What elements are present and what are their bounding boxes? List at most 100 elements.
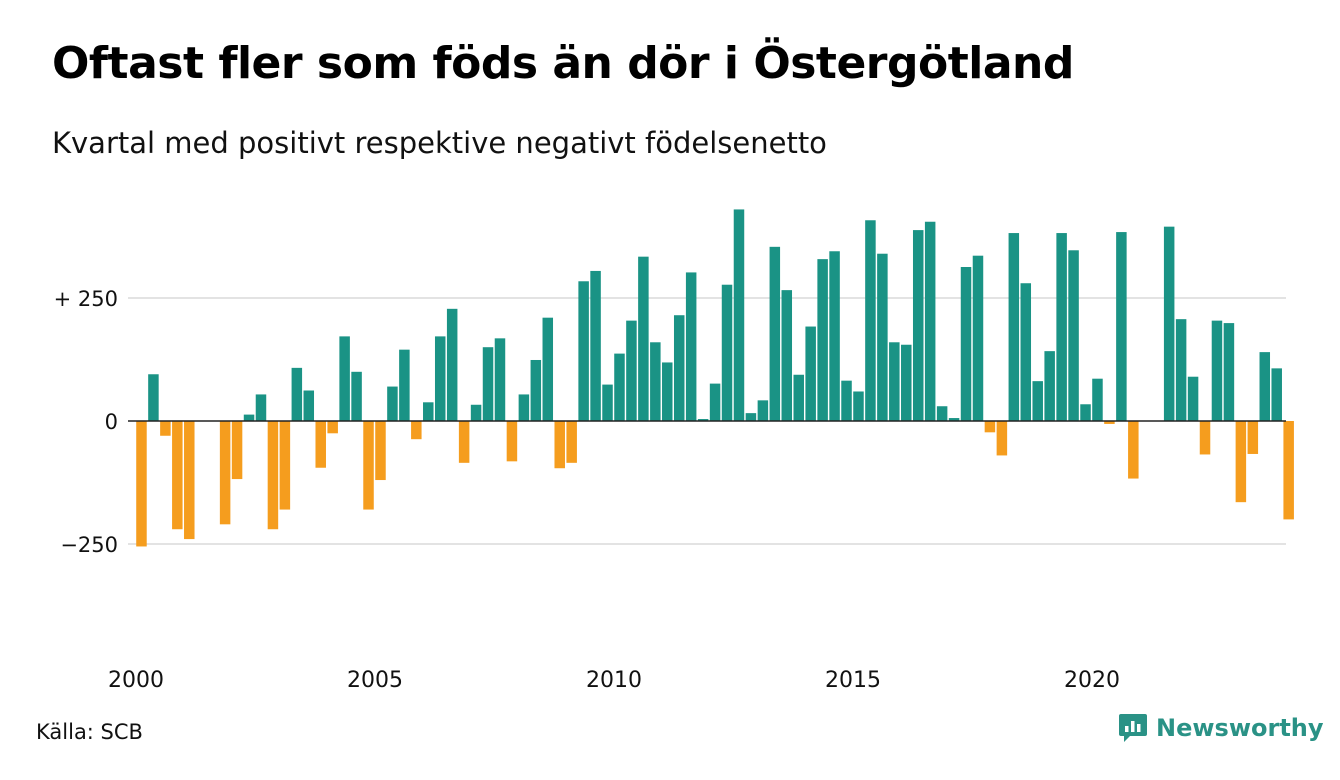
x-tick-label: 2005 [347,668,403,693]
bar-2013-q3 [781,290,793,421]
bar-2018-q2 [1008,233,1020,421]
bar-2016-q4 [936,406,948,421]
bar-2004-q2 [339,336,350,421]
bar-2016-q3 [924,221,936,421]
bar-2003-q3 [303,390,315,421]
bar-2008-q3 [542,317,554,421]
bar-2000-q2 [148,374,159,421]
bar-2009-q3 [590,270,601,421]
bar-2018-q3 [1020,283,1032,421]
bar-2000-q3 [160,421,171,436]
bar-2013-q1 [757,400,769,421]
bar-2005-q2 [387,386,398,421]
bar-2020-q3 [1116,232,1127,421]
bar-2022-q1 [1187,376,1199,421]
bar-2020-q2 [1104,421,1115,424]
bar-2018-q4 [1032,381,1043,421]
newsworthy-logo-icon [1119,714,1147,742]
chart-title: Oftast fler som föds än dör i Östergötla… [52,38,1074,89]
bar-2008-q2 [530,359,542,421]
bar-2006-q1 [423,402,434,421]
bar-2011-q1 [662,362,673,421]
x-tick-label: 2015 [825,668,881,693]
bar-2022-q4 [1223,323,1235,421]
x-tick-label: 2000 [108,668,164,693]
bar-2010-q2 [626,320,637,421]
bar-2018-q1 [996,421,1008,456]
bar-2014-q3 [829,251,840,421]
bar-2006-q3 [446,308,458,421]
axes: + 250 0 −250 2000 2005 2010 2015 2020 [54,287,1286,693]
y-tick-label: −250 [60,533,118,557]
bar-2005-q1 [375,421,386,481]
bar-2012-q2 [721,284,733,421]
bar-chart: + 250 0 −250 2000 2005 2010 2015 2020 [54,209,1294,693]
bar-2001-q1 [184,421,195,540]
bar-2019-q3 [1068,250,1079,421]
bar-2002-q4 [267,421,279,530]
bar-2004-q3 [351,371,362,421]
bar-2007-q4 [506,421,518,462]
bar-2001-q4 [219,421,231,525]
bar-2017-q2 [960,267,972,421]
bar-2005-q3 [399,349,410,421]
bar-2016-q2 [912,230,924,421]
bar-2017-q3 [972,255,984,421]
bar-2014-q4 [841,380,852,421]
bar-2023-q3 [1259,352,1271,421]
bar-2008-q4 [554,421,565,469]
bar-2003-q1 [279,421,291,510]
x-tick-label: 2010 [586,668,642,693]
bar-2007-q3 [494,338,506,421]
bar-2010-q4 [650,342,661,421]
bar-2022-q3 [1211,320,1223,421]
bar-2002-q1 [231,421,243,480]
bar-2012-q1 [709,383,721,421]
bar-2017-q1 [948,418,960,421]
bar-2017-q4 [984,421,996,433]
bar-2011-q3 [685,272,697,421]
bar-2010-q3 [638,256,649,421]
y-tick-label: 0 [105,410,118,434]
bar-2012-q3 [733,209,745,421]
bar-2013-q4 [793,374,804,421]
bar-2019-q2 [1056,233,1067,421]
bar-2021-q3 [1163,226,1175,421]
bar-2019-q4 [1080,404,1091,421]
bar-2023-q4 [1271,368,1282,421]
bar-2010-q1 [614,353,625,421]
bar-2002-q2 [243,414,255,421]
bar-2003-q4 [315,421,326,468]
bar-2014-q2 [817,259,828,421]
bar-2004-q1 [327,421,338,434]
bar-2011-q4 [697,419,709,421]
bar-2015-q1 [853,391,864,421]
bars [136,209,1294,547]
bar-2006-q2 [434,336,446,421]
bar-2020-q4 [1128,421,1139,479]
bar-2015-q2 [865,220,876,421]
bar-2014-q1 [805,326,816,421]
bar-2013-q2 [769,246,781,421]
bar-2019-q1 [1044,351,1055,421]
source-note: Källa: SCB [36,720,143,744]
bar-2012-q4 [745,413,757,421]
bar-2023-q1 [1235,421,1247,503]
bar-2007-q2 [482,347,494,421]
brand-name: Newsworthy [1156,714,1324,742]
grid-lines [128,297,1286,545]
bar-2023-q2 [1247,421,1259,454]
bar-2009-q2 [578,281,589,421]
bar-2006-q4 [458,421,470,463]
bar-2000-q1 [136,421,147,547]
bar-2020-q1 [1092,378,1103,421]
bar-2009-q4 [602,384,613,421]
x-tick-label: 2020 [1064,668,1120,693]
bar-2024-q1 [1283,421,1294,520]
chart-subtitle: Kvartal med positivt respektive negativt… [52,126,827,160]
bar-2021-q4 [1175,319,1187,421]
bar-2002-q3 [255,394,267,421]
bar-2007-q1 [470,404,482,421]
bar-2008-q1 [518,394,530,421]
bar-2000-q4 [172,421,183,530]
